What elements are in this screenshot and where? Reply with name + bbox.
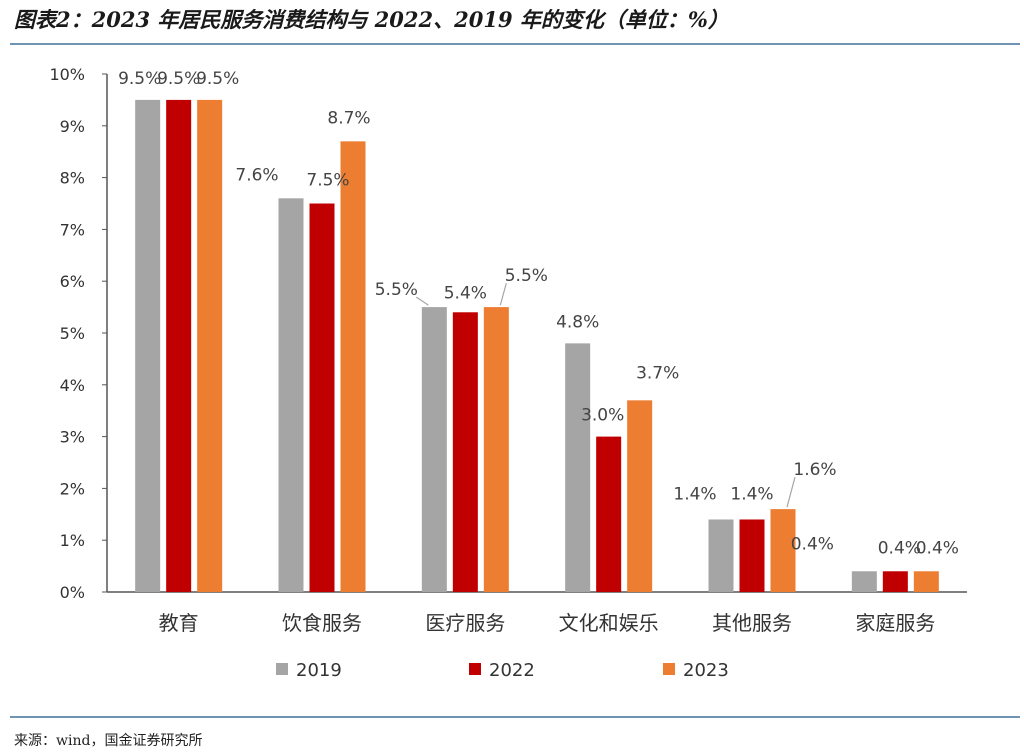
legend-label-2023: 2023 — [683, 660, 729, 681]
bar-chart: 0% 1% 2% 3% 4% 5% 6% 7% 8% 9% 10% 9.5% 7.6% 5.5% 4.8%… — [49, 65, 967, 681]
leader-line — [786, 476, 796, 508]
source-note: 来源：wind，国金证券研究所 — [14, 733, 203, 749]
bar-2023-5 — [913, 571, 939, 592]
bar-2019-4 — [708, 519, 734, 592]
legend-label-2022: 2022 — [489, 660, 535, 681]
data-label-2022-1: 7.5% — [306, 171, 349, 191]
legend: 2019 2022 2023 — [276, 660, 729, 681]
legend-swatch-2019 — [276, 663, 288, 675]
category-label: 其他服务 — [712, 611, 792, 635]
category-label: 文化和娱乐 — [559, 611, 659, 635]
category-label: 饮食服务 — [282, 611, 362, 635]
data-label-2022-2: 5.4% — [444, 283, 487, 303]
data-label-2019-3: 4.8% — [556, 312, 599, 332]
data-label-2023-1: 8.7% — [327, 108, 370, 128]
data-label-2022-5: 0.4% — [878, 538, 921, 558]
data-label-2023-0: 9.5% — [196, 69, 239, 89]
category-label: 医疗服务 — [425, 611, 505, 635]
chart-title: 图表2：2023 年居民服务消费结构与 2022、2019 年的变化（单位：%） — [14, 7, 729, 32]
bar-2023-2 — [483, 307, 509, 592]
data-label-2019-5: 0.4% — [791, 534, 834, 554]
y-tick-label: 6% — [60, 272, 85, 291]
bar-2023-4 — [770, 509, 796, 592]
top-rule — [10, 43, 1020, 45]
category-labels: 教育 饮食服务 医疗服务 文化和娱乐 其他服务 家庭服务 — [159, 611, 936, 635]
data-label-2022-3: 3.0% — [581, 406, 624, 426]
bar-2022-3 — [596, 436, 622, 592]
bar-2019-3 — [565, 343, 591, 592]
y-tick-label: 4% — [60, 376, 85, 395]
y-tick-label: 3% — [60, 428, 85, 447]
bar-2022-4 — [739, 519, 765, 592]
y-tick-label: 2% — [60, 479, 85, 498]
data-label-2019-0: 9.5% — [118, 69, 161, 89]
bar-2023-0 — [197, 99, 223, 593]
bar-2019-0 — [135, 99, 161, 593]
bar-2019-2 — [421, 307, 447, 592]
legend-label-2019: 2019 — [296, 660, 342, 681]
category-label: 家庭服务 — [855, 611, 935, 635]
data-label-2023-5: 0.4% — [916, 538, 959, 558]
bar-2023-1 — [340, 141, 366, 592]
category-label: 教育 — [159, 611, 199, 635]
y-tick-label: 7% — [60, 220, 85, 239]
y-tick-label: 5% — [60, 324, 85, 343]
y-tick-label: 8% — [60, 169, 85, 188]
bar-2023-3 — [627, 400, 653, 592]
y-tick-label: 10% — [49, 65, 85, 84]
data-label-2022-0: 9.5% — [157, 69, 200, 89]
data-label-2022-4: 1.4% — [730, 484, 773, 504]
data-label-2023-3: 3.7% — [636, 363, 679, 383]
leader-lines — [416, 282, 796, 508]
bar-2022-5 — [882, 571, 908, 592]
bottom-rule — [10, 716, 1020, 718]
bar-2019-1 — [278, 198, 304, 592]
bar-2022-1 — [309, 203, 335, 592]
bar-2019-5 — [851, 571, 877, 592]
data-label-2023-4: 1.6% — [793, 460, 836, 480]
data-label-2019-4: 1.4% — [673, 484, 716, 504]
data-labels: 9.5% 7.6% 5.5% 4.8% 1.4% 0.4% 9.5% 7.5% 5.4% 3.0%… — [118, 69, 959, 558]
bar-2022-0 — [166, 99, 192, 593]
leader-line — [416, 296, 429, 306]
leader-line — [499, 282, 507, 306]
y-tick-label: 9% — [60, 117, 85, 136]
legend-swatch-2023 — [663, 663, 675, 675]
legend-swatch-2022 — [469, 663, 481, 675]
y-tick-label: 1% — [60, 531, 85, 550]
data-label-2023-2: 5.5% — [505, 266, 548, 286]
y-tick-label: 0% — [60, 583, 85, 602]
data-label-2019-1: 7.6% — [235, 165, 278, 185]
bars — [135, 99, 939, 593]
data-label-2019-2: 5.5% — [375, 280, 418, 300]
bar-2022-2 — [452, 312, 478, 592]
y-axis-ticks: 0% 1% 2% 3% 4% 5% 6% 7% 8% 9% 10% — [49, 65, 107, 602]
